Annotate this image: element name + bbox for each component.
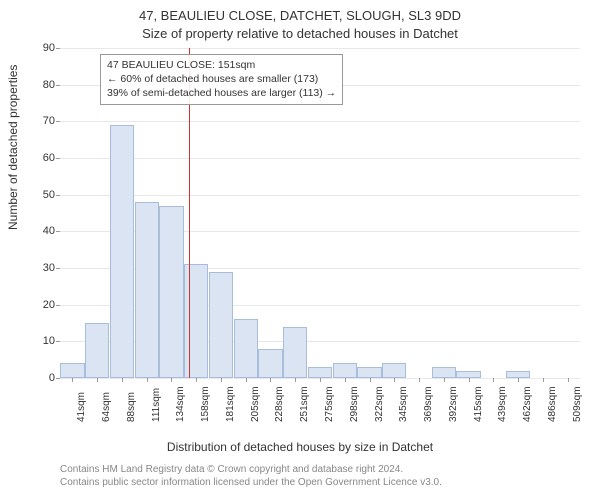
histogram-bar — [283, 327, 307, 378]
xtick-mark — [320, 378, 321, 382]
ytick-label: 40 — [25, 225, 55, 237]
histogram-bar — [357, 367, 381, 378]
xtick-mark — [171, 378, 172, 382]
chart-title-line2: Size of property relative to detached ho… — [0, 26, 600, 41]
ytick-mark — [56, 268, 60, 269]
xtick-label: 462sqm — [522, 386, 533, 422]
ytick-mark — [56, 305, 60, 306]
ytick-label: 70 — [25, 115, 55, 127]
gridline-h — [60, 48, 580, 49]
xtick-label: 158sqm — [200, 386, 211, 422]
ytick-mark — [56, 48, 60, 49]
xtick-label: 134sqm — [175, 386, 186, 422]
xtick-mark — [469, 378, 470, 382]
xtick-label: 275sqm — [324, 386, 335, 422]
histogram-bar — [110, 125, 134, 378]
footer-line1: Contains HM Land Registry data © Crown c… — [60, 463, 442, 476]
xtick-mark — [370, 378, 371, 382]
xtick-mark — [122, 378, 123, 382]
histogram-bar — [135, 202, 159, 378]
histogram-bar — [60, 363, 84, 378]
xtick-label: 486sqm — [547, 386, 558, 422]
histogram-bar — [432, 367, 456, 378]
xtick-mark — [246, 378, 247, 382]
histogram-bar — [209, 272, 233, 378]
annotation-line2: ← 60% of detached houses are smaller (17… — [107, 72, 336, 86]
ytick-mark — [56, 158, 60, 159]
xtick-label: 439sqm — [497, 386, 508, 422]
annotation-line1: 47 BEAULIEU CLOSE: 151sqm — [107, 58, 336, 72]
histogram-bar — [184, 264, 208, 378]
ytick-mark — [56, 231, 60, 232]
histogram-bar — [308, 367, 332, 378]
xtick-mark — [72, 378, 73, 382]
xtick-label: 228sqm — [274, 386, 285, 422]
footer-line2: Contains public sector information licen… — [60, 476, 442, 489]
xtick-label: 509sqm — [572, 386, 583, 422]
histogram-bar — [159, 206, 183, 378]
ytick-mark — [56, 341, 60, 342]
histogram-bar — [456, 371, 480, 378]
y-axis-label: Number of detached properties — [6, 65, 20, 230]
annotation-line3: 39% of semi-detached houses are larger (… — [107, 86, 336, 100]
xtick-mark — [543, 378, 544, 382]
footer-text: Contains HM Land Registry data © Crown c… — [60, 463, 442, 489]
xtick-mark — [419, 378, 420, 382]
xtick-mark — [196, 378, 197, 382]
ytick-label: 50 — [25, 189, 55, 201]
histogram-bar — [258, 349, 282, 378]
gridline-h — [60, 121, 580, 122]
xtick-label: 369sqm — [423, 386, 434, 422]
plot-area: 010203040506070809041sqm64sqm88sqm111sqm… — [60, 48, 580, 379]
xtick-label: 64sqm — [101, 392, 112, 422]
xtick-label: 41sqm — [76, 392, 87, 422]
ytick-mark — [56, 195, 60, 196]
gridline-h — [60, 158, 580, 159]
xtick-mark — [97, 378, 98, 382]
xtick-label: 88sqm — [126, 392, 137, 422]
histogram-bar — [333, 363, 357, 378]
ytick-mark — [56, 378, 60, 379]
xtick-label: 111sqm — [151, 388, 162, 422]
xtick-mark — [518, 378, 519, 382]
ytick-label: 60 — [25, 152, 55, 164]
xtick-label: 181sqm — [225, 386, 236, 422]
ytick-label: 10 — [25, 335, 55, 347]
ytick-label: 20 — [25, 299, 55, 311]
xtick-label: 345sqm — [398, 386, 409, 422]
xtick-label: 298sqm — [349, 386, 360, 422]
xtick-label: 322sqm — [374, 386, 385, 422]
ytick-label: 90 — [25, 42, 55, 54]
histogram-bar — [506, 371, 530, 378]
ytick-label: 0 — [25, 372, 55, 384]
xtick-label: 251sqm — [299, 386, 310, 422]
xtick-mark — [221, 378, 222, 382]
chart-title-line1: 47, BEAULIEU CLOSE, DATCHET, SLOUGH, SL3… — [0, 8, 600, 23]
xtick-mark — [568, 378, 569, 382]
histogram-bar — [85, 323, 109, 378]
ytick-mark — [56, 85, 60, 86]
ytick-mark — [56, 121, 60, 122]
xtick-mark — [345, 378, 346, 382]
ytick-label: 30 — [25, 262, 55, 274]
xtick-label: 392sqm — [448, 386, 459, 422]
xtick-mark — [270, 378, 271, 382]
histogram-bar — [382, 363, 406, 378]
xtick-mark — [295, 378, 296, 382]
histogram-bar — [234, 319, 258, 378]
xtick-mark — [444, 378, 445, 382]
gridline-h — [60, 195, 580, 196]
ytick-label: 80 — [25, 79, 55, 91]
annotation-box: 47 BEAULIEU CLOSE: 151sqm ← 60% of detac… — [100, 54, 343, 105]
xtick-mark — [493, 378, 494, 382]
chart-container: 47, BEAULIEU CLOSE, DATCHET, SLOUGH, SL3… — [0, 0, 600, 500]
xtick-label: 205sqm — [250, 386, 261, 422]
x-axis-label: Distribution of detached houses by size … — [0, 440, 600, 454]
xtick-mark — [147, 378, 148, 382]
xtick-mark — [394, 378, 395, 382]
xtick-label: 415sqm — [473, 386, 484, 422]
